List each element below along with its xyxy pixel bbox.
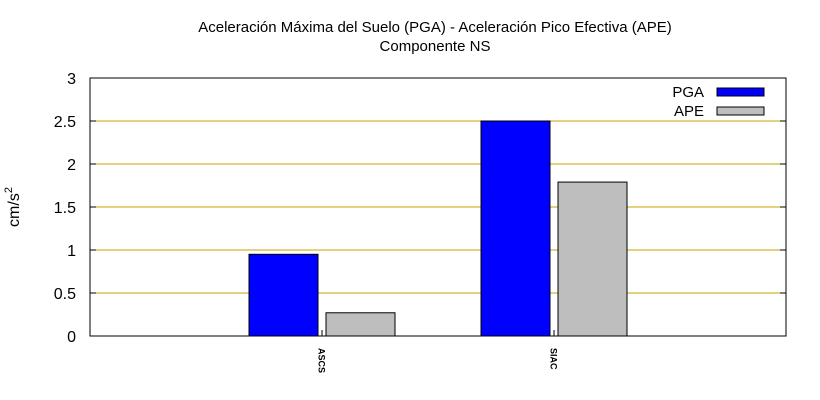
x-axis-ticks: ASCS SIAC	[317, 330, 559, 373]
y-tick-label-6: 3	[67, 71, 76, 88]
legend-label-ape: APE	[674, 103, 704, 120]
y-tick-label-3: 1.5	[54, 200, 76, 217]
gridlines	[90, 120, 786, 294]
bar-ape-siac	[557, 181, 628, 337]
x-tick-label-0: ASCS	[317, 348, 327, 373]
y-axis-title: cm/s2	[3, 187, 23, 227]
legend: PGA APE	[672, 84, 765, 120]
bar-pga-ascs	[248, 253, 319, 337]
y-axis-exponent: 2	[3, 187, 15, 193]
y-axis-unit: cm/s	[6, 193, 23, 227]
bar-ape-ascs	[325, 312, 396, 337]
chart-subtitle: Componente NS	[380, 38, 491, 55]
y-tick-label-5: 2.5	[54, 114, 76, 131]
bar-pga-siac	[480, 120, 551, 337]
y-axis-ticks: 0 0.5 1 1.5 2 2.5 3	[54, 71, 786, 346]
y-tick-label-4: 2	[67, 157, 76, 174]
chart-title: Aceleración Máxima del Suelo (PGA) - Ace…	[198, 19, 672, 36]
x-tick-label-1: SIAC	[549, 348, 559, 370]
legend-swatch-pga	[716, 87, 765, 97]
y-tick-label-2: 1	[67, 243, 76, 260]
y-tick-label-0: 0	[67, 329, 76, 346]
bars	[248, 120, 628, 337]
legend-swatch-ape	[716, 106, 765, 116]
legend-label-pga: PGA	[672, 84, 704, 101]
y-tick-label-1: 0.5	[54, 286, 76, 303]
